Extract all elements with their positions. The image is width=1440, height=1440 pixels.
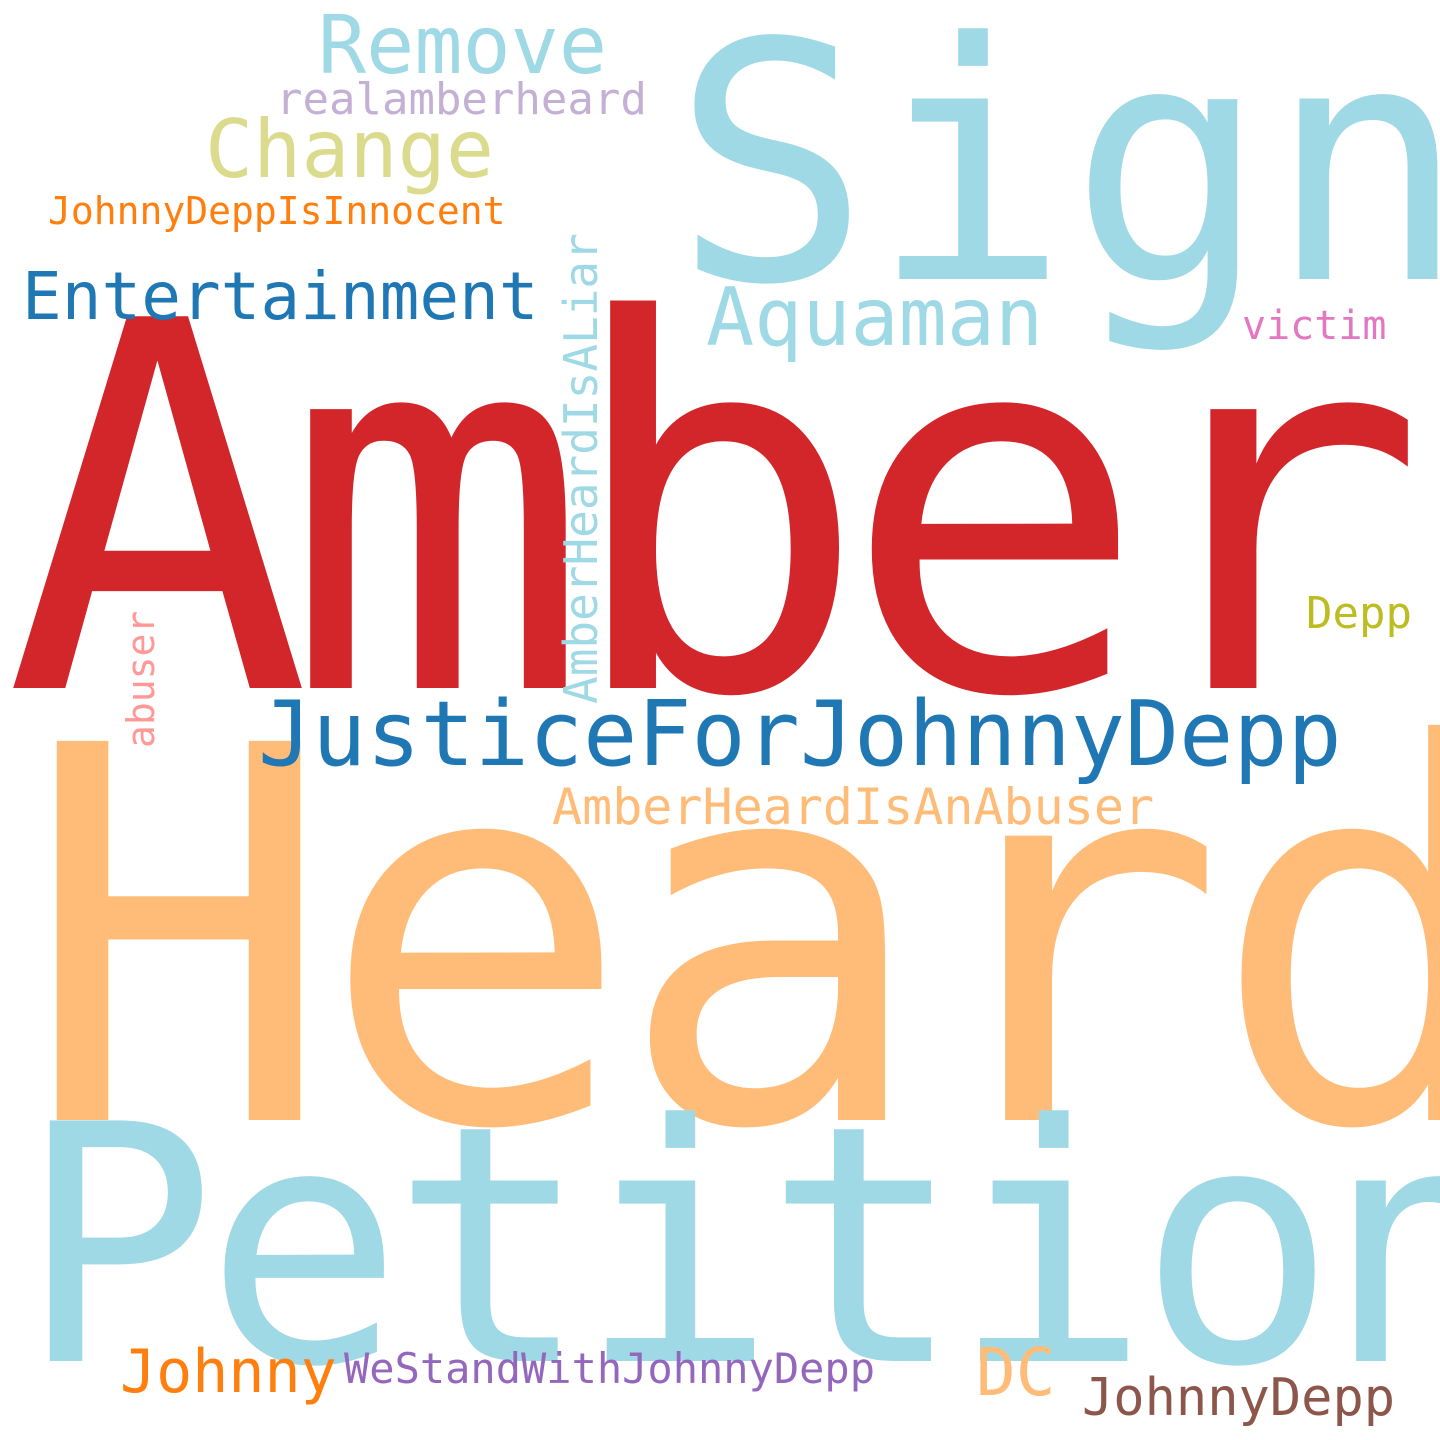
word-dc: DC	[976, 1334, 1056, 1411]
word-aquaman: Aquaman	[706, 271, 1044, 364]
word-remove: Remove	[318, 0, 607, 92]
word-amber: Amber	[4, 216, 1427, 809]
word-sign: Sign	[672, 0, 1440, 357]
word-amberheardisanabuser: AmberHeardIsAnAbuser	[552, 778, 1155, 836]
word-amberheardisaliar: AmberHeardIsALiar	[554, 233, 608, 704]
word-justiceforjohnnydepp: JusticeForJohnnyDepp	[258, 682, 1342, 787]
word-depp: Depp	[1306, 588, 1412, 639]
word-entertainment: Entertainment	[22, 258, 539, 335]
word-change: Change	[205, 103, 494, 196]
word-petition: Petition	[18, 1055, 1440, 1439]
word-westandwithjohnnydepp: WeStandWithJohnnyDepp	[344, 1344, 876, 1393]
word-johnnydeppisinnocent: JohnnyDeppIsInnocent	[48, 189, 506, 233]
word-heard: Heard	[22, 637, 1440, 1243]
word-victim: victim	[1242, 303, 1387, 349]
word-johnnydepp: JohnnyDepp	[1082, 1368, 1396, 1428]
word-johnny: Johnny	[120, 1337, 337, 1407]
word-realamberheard: realamberheard	[276, 74, 647, 125]
word-abuser: abuser	[119, 610, 163, 748]
